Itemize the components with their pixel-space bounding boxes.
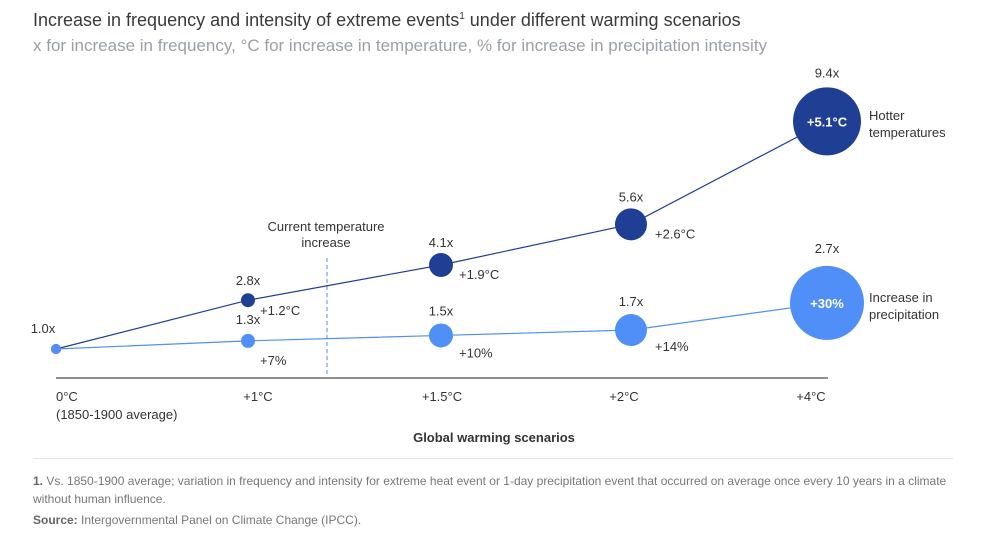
baseline-note: (1850-1900 average) [56,407,177,422]
data-point [241,293,255,308]
frequency-label: 4.1x [429,235,454,250]
frequency-label: 9.4x [815,65,840,80]
intensity-label: +2.6°C [655,226,695,241]
data-point [790,265,864,340]
data-point [615,314,647,347]
current-temperature-label: Current temperature [267,219,384,234]
data-point [615,208,647,241]
data-point [429,252,453,277]
chart-subtitle: x for increase in frequency, °C for incr… [33,36,768,55]
intensity-label: +1.9°C [459,267,499,282]
frequency-label: 5.6x [619,189,644,204]
series-name-label: precipitation [869,307,939,322]
frequency-label: 1.0x [31,321,56,336]
current-temperature-label: increase [301,235,350,250]
chart: 0°C +1°C +1.5°C +2°C +4°C (1850-1900 average)… [31,65,946,445]
source: Source: Intergovernmental Panel on Clima… [33,513,361,527]
series-name-label: Hotter [869,108,905,123]
series-name-label: temperatures [869,125,946,140]
footnote-text: Vs. 1850-1900 average; variation in freq… [33,474,947,506]
intensity-label: +5.1°C [807,114,848,129]
x-axis-title: Global warming scenarios [413,430,575,445]
source-label: Source: [33,513,78,527]
frequency-label: 2.7x [815,241,840,256]
intensity-label: +7% [260,353,287,368]
series-name-label: Increase in [869,290,933,305]
x-tick-label: +4°C [796,389,825,404]
x-tick-label: +1.5°C [422,389,462,404]
frequency-label: 2.8x [236,273,261,288]
chart-title: Increase in frequency and intensity of e… [33,10,741,30]
intensity-label: +10% [459,345,493,360]
x-tick-label: +1°C [243,389,272,404]
data-point [51,344,61,354]
frequency-label: 1.7x [619,294,644,309]
footnote-marker: 1. [33,474,44,488]
data-point [429,323,453,348]
source-text: Intergovernmental Panel on Climate Chang… [77,513,362,527]
data-point [793,87,861,156]
divider [33,458,953,459]
intensity-label: +30% [810,296,844,311]
frequency-label: 1.5x [429,303,454,318]
footnote-ref: 1 [459,11,465,22]
intensity-label: +1.2°C [260,303,300,318]
footnote: 1. Vs. 1850-1900 average; variation in f… [33,472,963,508]
x-tick-label: +2°C [609,389,638,404]
intensity-label: +14% [655,339,689,354]
frequency-label: 1.3x [236,312,261,327]
data-point [241,333,255,348]
x-tick-label: 0°C [56,389,78,404]
